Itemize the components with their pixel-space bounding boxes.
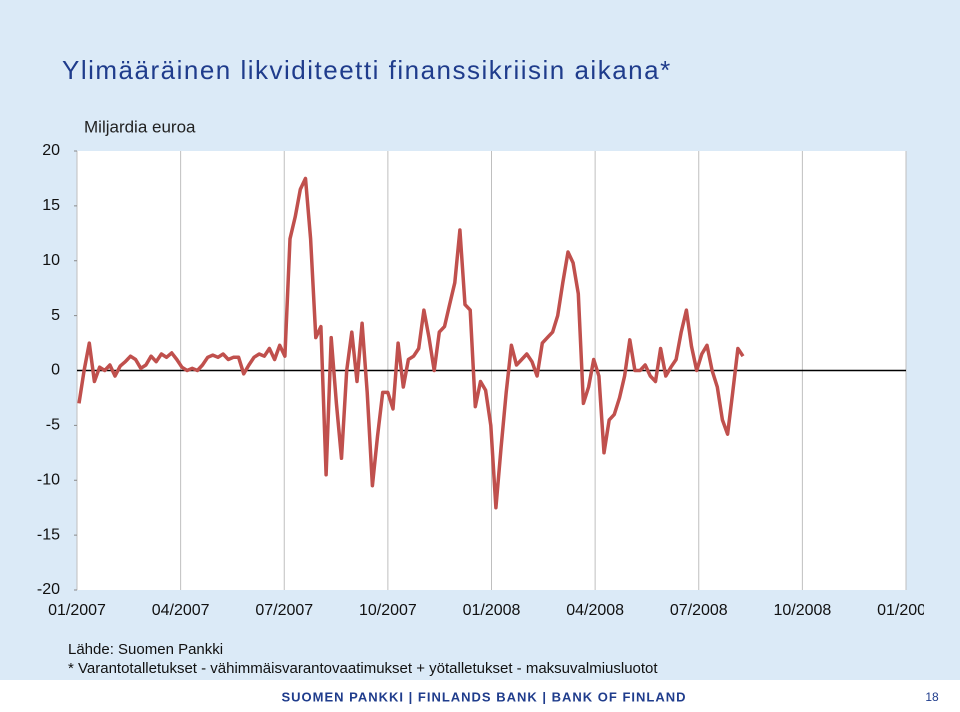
y-tick-label: 5 xyxy=(51,307,60,324)
footer-band xyxy=(0,680,960,707)
source: Lähde: Suomen Pankki xyxy=(68,641,223,658)
x-tick-label: 01/2008 xyxy=(463,602,521,619)
footer: SUOMEN PANKKI | FINLANDS BANK | BANK OF … xyxy=(281,689,686,704)
y-tick-label: -20 xyxy=(37,581,60,598)
x-tick-label: 07/2008 xyxy=(670,602,728,619)
x-tick-label: 01/2007 xyxy=(48,602,106,619)
x-tick-label: 04/2008 xyxy=(566,602,624,619)
y-tick-label: 15 xyxy=(42,197,60,214)
page-number: 18 xyxy=(925,690,939,704)
y-tick-label: 20 xyxy=(42,142,60,159)
y-tick-label: -5 xyxy=(46,417,60,434)
x-tick-label: 04/2007 xyxy=(152,602,210,619)
data-line xyxy=(77,176,745,510)
y-tick-label: 10 xyxy=(42,252,60,269)
y-tick-label: 0 xyxy=(51,362,60,379)
y-tick-label: -10 xyxy=(37,471,60,488)
x-tick-label: 10/2008 xyxy=(773,602,831,619)
chart: 01/2007 04/2007 07/2007 10/2007 01/2008 04/20… xyxy=(37,142,935,619)
y-tick-label: -15 xyxy=(37,526,60,543)
chart-title: Ylimääräinen likviditeetti finanssikriis… xyxy=(62,55,672,85)
footnote: * Varantotalletukset - vähimmäisvarantov… xyxy=(68,660,658,677)
x-tick-label: 07/2007 xyxy=(255,602,313,619)
x-tick-label: 01/2009 xyxy=(877,602,935,619)
x-tick-label: 10/2007 xyxy=(359,602,417,619)
y-axis-label: Miljardia euroa xyxy=(84,117,196,136)
